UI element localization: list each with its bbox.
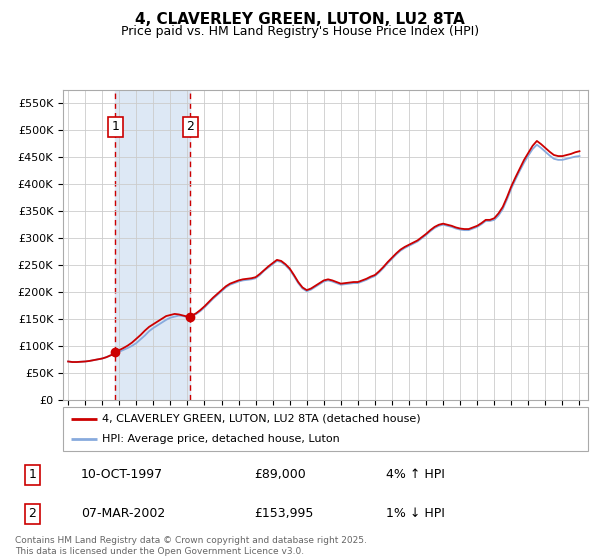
Text: 4, CLAVERLEY GREEN, LUTON, LU2 8TA (detached house): 4, CLAVERLEY GREEN, LUTON, LU2 8TA (deta… [103, 414, 421, 424]
Text: 4% ↑ HPI: 4% ↑ HPI [386, 468, 445, 481]
Text: £89,000: £89,000 [254, 468, 305, 481]
Text: 1: 1 [112, 120, 119, 133]
Text: HPI: Average price, detached house, Luton: HPI: Average price, detached house, Luto… [103, 434, 340, 444]
FancyBboxPatch shape [63, 407, 588, 451]
Text: Price paid vs. HM Land Registry's House Price Index (HPI): Price paid vs. HM Land Registry's House … [121, 25, 479, 38]
Text: 1% ↓ HPI: 1% ↓ HPI [386, 507, 445, 520]
Bar [115, 90, 190, 400]
Text: 07-MAR-2002: 07-MAR-2002 [81, 507, 166, 520]
Text: 4, CLAVERLEY GREEN, LUTON, LU2 8TA: 4, CLAVERLEY GREEN, LUTON, LU2 8TA [135, 12, 465, 27]
Text: 2: 2 [187, 120, 194, 133]
Text: 2: 2 [28, 507, 36, 520]
Text: 1: 1 [28, 468, 36, 481]
Text: 10-OCT-1997: 10-OCT-1997 [81, 468, 163, 481]
Text: Contains HM Land Registry data © Crown copyright and database right 2025.
This d: Contains HM Land Registry data © Crown c… [15, 536, 367, 556]
Text: £153,995: £153,995 [254, 507, 313, 520]
